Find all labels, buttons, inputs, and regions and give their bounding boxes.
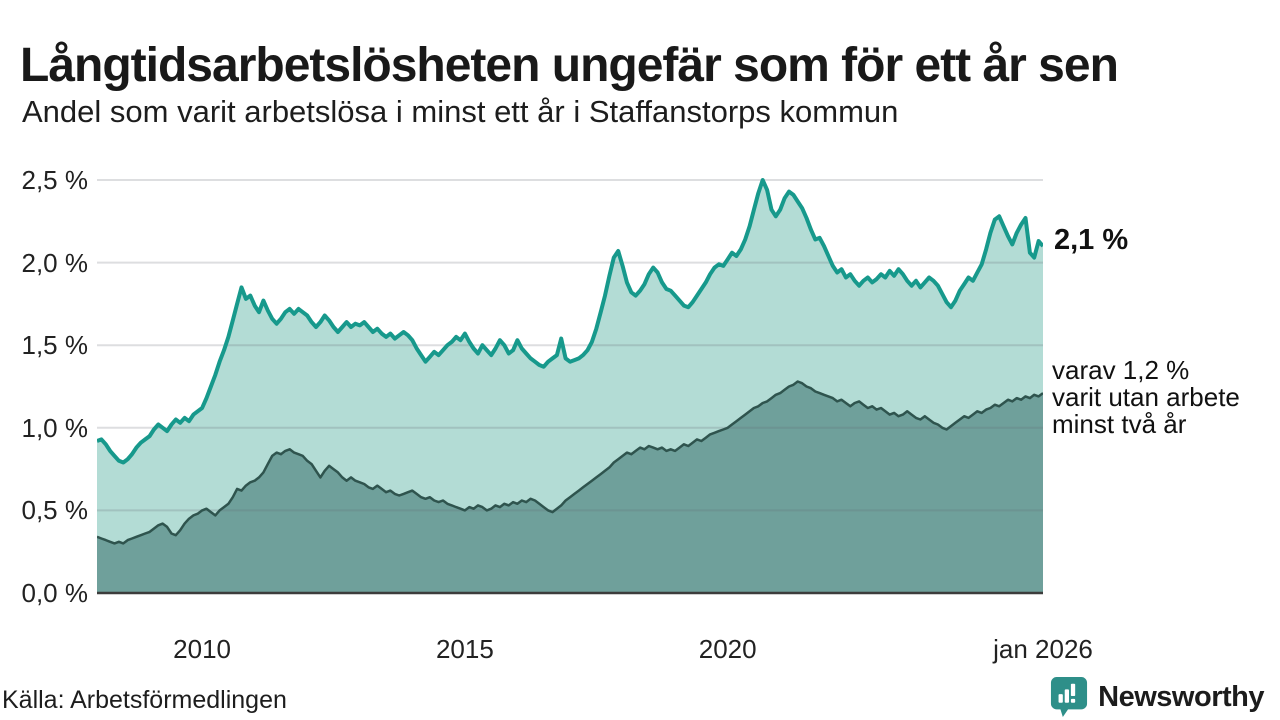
source-credit: Källa: Arbetsförmedlingen xyxy=(2,686,287,714)
secondary-annotation-line-2: varit utan arbete xyxy=(1052,382,1240,412)
y-tick-label: 1,0 % xyxy=(21,412,89,443)
x-tick-label: 2020 xyxy=(698,634,757,664)
y-tick-label: 1,5 % xyxy=(21,330,89,361)
area-chart xyxy=(97,178,1043,595)
secondary-annotation-line-1: varav 1,2 % xyxy=(1052,355,1190,385)
y-tick-label: 0,5 % xyxy=(21,495,89,526)
page-title: Långtidsarbetslösheten ungefär som för e… xyxy=(20,39,1119,93)
y-tick-label: 2,0 % xyxy=(21,247,89,278)
newsworthy-bubble-chart-icon xyxy=(1051,677,1088,717)
x-tick-label: 2010 xyxy=(173,634,232,664)
secondary-annotation-line-3: minst två år xyxy=(1052,409,1187,439)
x-tick-label: jan 2026 xyxy=(993,634,1093,664)
newsworthy-logo: Newsworthy xyxy=(1050,676,1264,718)
latest-value-annotation: 2,1 % xyxy=(1054,224,1129,256)
y-tick-label: 0,0 % xyxy=(21,578,89,608)
secondary-series-annotation: varav 1,2 % varit utan arbete minst två … xyxy=(1052,357,1240,438)
y-tick-label: 2,5 % xyxy=(21,165,89,195)
x-tick-label: 2015 xyxy=(435,634,494,664)
newsworthy-wordmark: Newsworthy xyxy=(1098,680,1264,713)
chart-subtitle: Andel som varit arbetslösa i minst ett å… xyxy=(22,94,899,129)
